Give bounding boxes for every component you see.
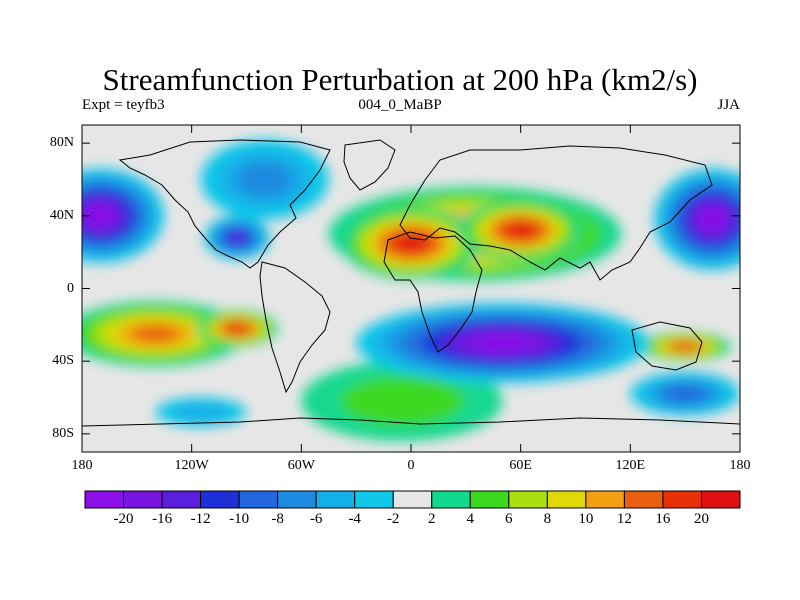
colorbar-swatch bbox=[277, 490, 317, 509]
coastline-africa bbox=[383, 231, 483, 353]
field-contour-arctic-blue bbox=[236, 161, 294, 198]
field-contour-south-pacific-low bbox=[666, 386, 705, 402]
x-tick-label: 0 bbox=[407, 458, 415, 473]
map-title: Streamfunction Perturbation at 200 hPa (… bbox=[102, 62, 698, 97]
colorbar-label: 20 bbox=[694, 511, 709, 527]
y-tick-label: 40N bbox=[49, 207, 74, 223]
colorbar-label: 6 bbox=[505, 511, 513, 527]
x-tick-label: 60W bbox=[287, 458, 315, 473]
colorbar-swatch bbox=[700, 490, 741, 509]
colorbar-label: 12 bbox=[616, 511, 632, 527]
colorbar-label: 2 bbox=[428, 511, 436, 527]
field-contour-south-pacific-high bbox=[132, 326, 178, 342]
coastline-australia bbox=[631, 321, 703, 371]
colorbar-swatch bbox=[238, 490, 279, 509]
colorbar-swatch bbox=[161, 490, 202, 509]
colorbar-label: -20 bbox=[113, 511, 134, 527]
colorbar-label: -8 bbox=[271, 511, 284, 527]
coastline-south-america bbox=[259, 261, 331, 394]
field-contour-south-pacific-high-core bbox=[229, 325, 245, 332]
colorbar-swatch bbox=[585, 490, 625, 509]
colorbar-label: -4 bbox=[348, 511, 361, 527]
colorbar-swatch bbox=[84, 490, 125, 509]
colorbar-swatch bbox=[354, 490, 394, 509]
colorbar-swatch bbox=[546, 490, 587, 509]
field-contour-australia-high bbox=[675, 343, 695, 350]
colorbar-label: -12 bbox=[190, 511, 211, 527]
colorbar-label: -10 bbox=[229, 511, 250, 527]
y-tick-label: 80S bbox=[52, 425, 74, 441]
coastline-antarctica bbox=[82, 417, 740, 427]
season-label: JJA bbox=[717, 97, 740, 113]
field-contour-north-pacific-low bbox=[88, 207, 113, 225]
colorbar-swatch bbox=[392, 490, 433, 509]
x-tick-label: 180 bbox=[729, 458, 751, 473]
colorbar-swatch bbox=[431, 490, 471, 509]
y-tick-label: 40S bbox=[52, 353, 74, 369]
colorbar-swatch bbox=[200, 490, 240, 509]
colorbar-swatch bbox=[662, 490, 702, 509]
x-tick-label: 60E bbox=[509, 458, 532, 473]
experiment-label: Expt = teyfb3 bbox=[82, 97, 165, 113]
field-contour-southern-atlantic-green bbox=[339, 376, 464, 426]
colorbar-label: 16 bbox=[655, 511, 671, 527]
y-tick-label: 80N bbox=[49, 135, 74, 151]
colorbar-label: -2 bbox=[386, 511, 400, 527]
field-contour-north-africa-high bbox=[398, 236, 424, 250]
field-contour-south-indian-low bbox=[475, 335, 530, 351]
field-contour-arabia-high bbox=[509, 224, 533, 237]
colorbar-swatch bbox=[315, 490, 356, 509]
coastline-greenland bbox=[343, 139, 396, 191]
colorbar-swatch bbox=[623, 490, 664, 509]
colorbar-label: -16 bbox=[152, 511, 173, 527]
case-label: 004_0_MaBP bbox=[358, 97, 442, 113]
colorbar-swatch bbox=[123, 490, 163, 509]
y-tick-label: 0 bbox=[67, 280, 74, 296]
x-tick-label: 180 bbox=[71, 458, 93, 473]
colorbar-swatch bbox=[508, 490, 548, 509]
colorbar-swatch bbox=[469, 490, 510, 509]
colorbar-label: 4 bbox=[466, 511, 475, 527]
coastline-north-america bbox=[118, 139, 331, 269]
colorbar-label: -6 bbox=[309, 511, 323, 527]
x-tick-label: 120W bbox=[174, 458, 209, 473]
coastline-eurasia bbox=[399, 145, 713, 281]
field-contour-asia-pacific-low bbox=[701, 209, 724, 229]
colorbar-label: 8 bbox=[543, 511, 552, 527]
field-contour-north-america-low bbox=[229, 232, 246, 243]
field-contour-southern-ocean-low bbox=[172, 403, 229, 421]
x-tick-label: 120E bbox=[615, 458, 646, 473]
colorbar-label: 10 bbox=[578, 511, 594, 527]
